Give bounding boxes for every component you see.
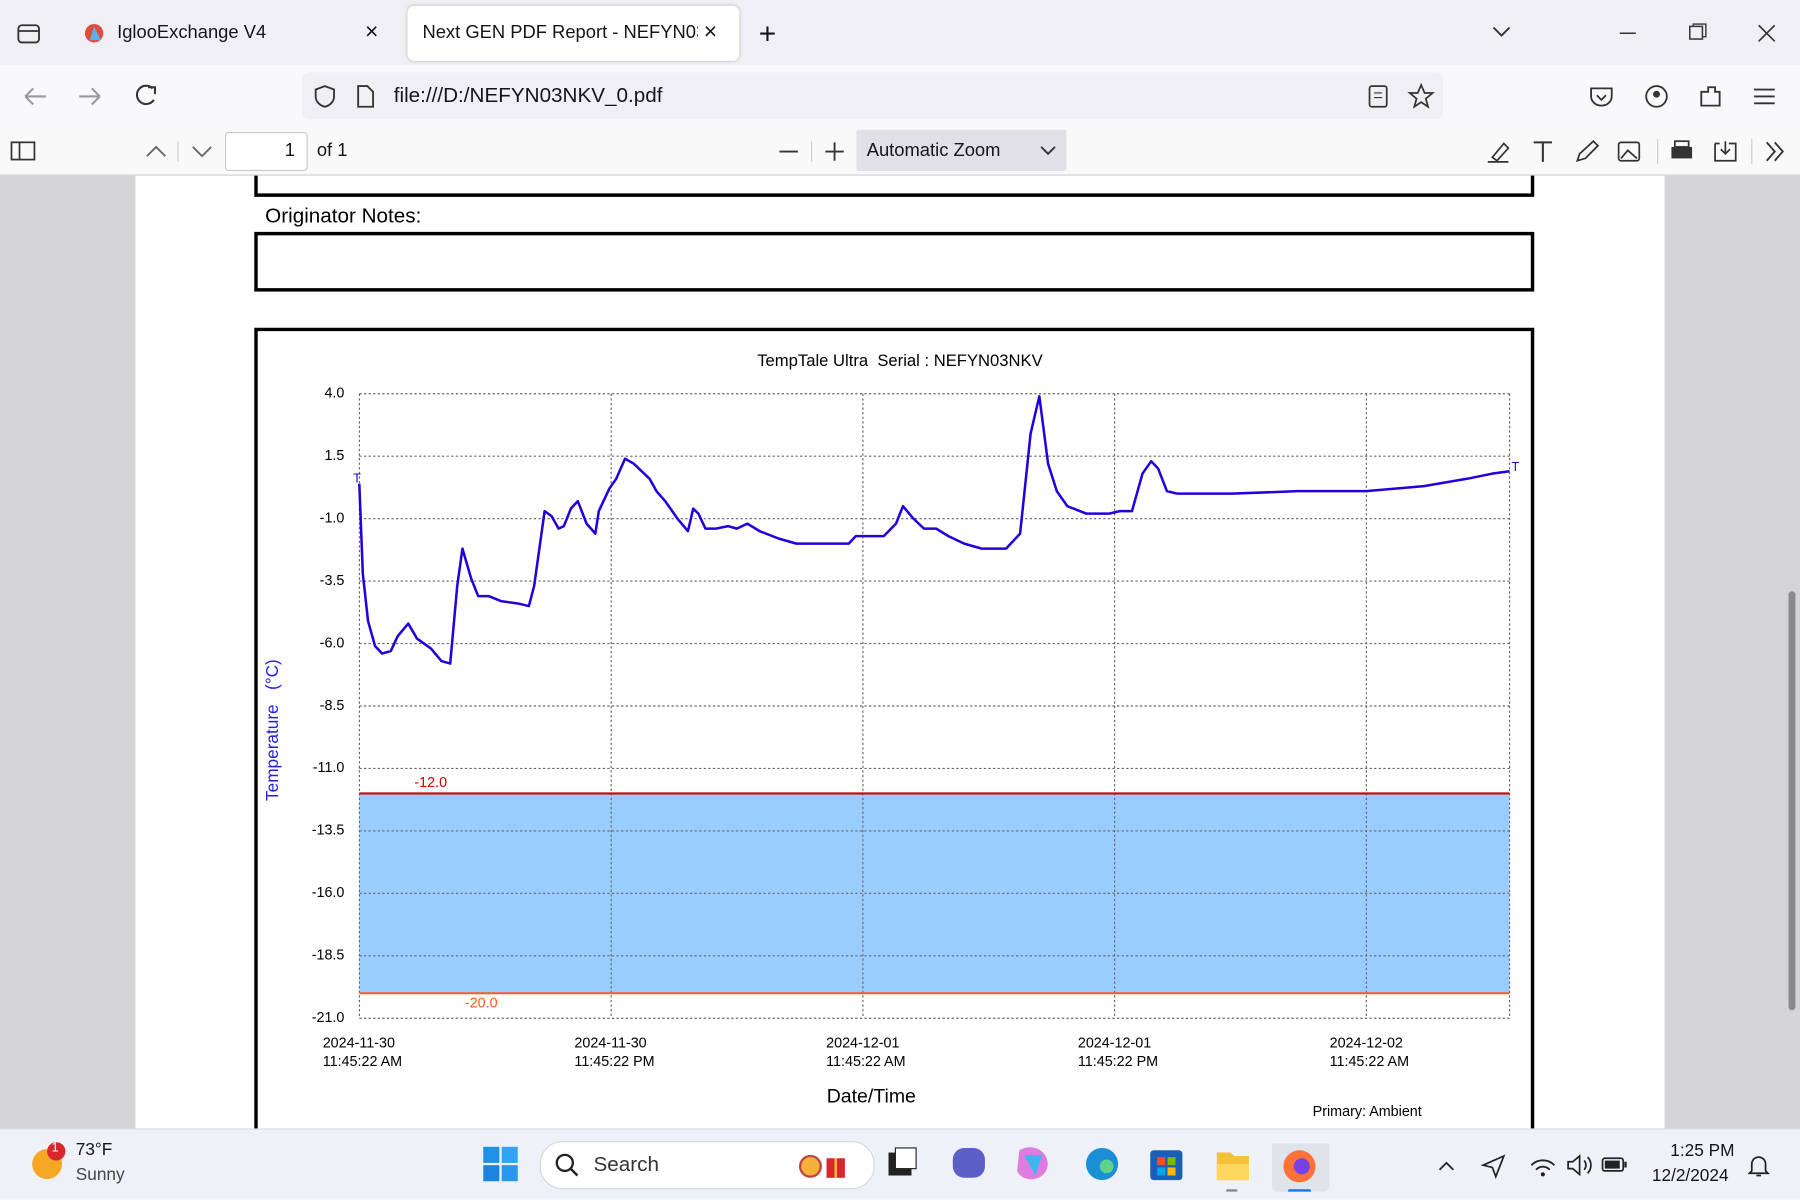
y-tick-label: 4.0 [324,386,344,402]
url-icons [314,85,375,108]
tab-favicon [84,24,104,43]
y-axis-label: Temperature (°C) [262,659,282,801]
search-placeholder: Search [593,1152,659,1176]
tab-close[interactable]: × [703,19,718,45]
y-tick-label: -21.0 [312,1010,345,1026]
pdf-content: Originator Notes: TempTale Ultra Serial … [0,175,1800,1129]
y-tick-label: -3.5 [320,573,345,589]
search-icon [555,1153,579,1177]
page-number: 1 [284,141,295,161]
tab-bar [0,0,1800,66]
taskbar-apps[interactable] [882,1143,1341,1192]
x-tick-label: 2024-12-01 11:45:22 PM [1078,1035,1158,1069]
start-button[interactable] [482,1146,519,1183]
tab-overflow[interactable] [1490,23,1513,39]
zoom-arrow [1040,146,1056,156]
weather-icon[interactable] [30,1141,69,1182]
threshold-label: -20.0 [465,995,498,1011]
annotation-tools[interactable] [1483,137,1793,167]
tab-title: Next GEN PDF Report - NEFYN03N [422,22,698,43]
url-bar[interactable] [301,72,1443,120]
active-tab[interactable] [407,5,740,61]
clock-time: 1:25 PM [1670,1141,1735,1161]
chart: TempTale Ultra Serial : NEFYN03NKV 4.0 1.5… [262,351,1520,1120]
y-tick-label: -18.5 [312,948,345,964]
end-marker: T [1511,460,1519,474]
x-tick-label: 2024-12-01 11:45:22 AM [826,1035,905,1069]
nav-buttons[interactable] [21,83,170,111]
page-count: of 1 [316,141,348,161]
zoom-select[interactable] [856,129,1067,172]
y-tick-label: -6.0 [320,635,345,651]
x-tick-label: 2024-11-30 11:45:22 PM [574,1035,654,1069]
y-tick-label: -1.0 [320,510,345,526]
url-text: file:///D:/NEFYN03NKV_0.pdf [393,83,663,107]
scrollbar-thumb[interactable] [1788,591,1796,1011]
sidebar-and-paging[interactable] [9,139,227,164]
x-tick-label: 2024-12-02 11:45:22 AM [1330,1035,1409,1069]
window-controls[interactable] [1613,21,1785,46]
y-tick-label: -8.5 [320,698,345,714]
y-tick-label: -11.0 [313,760,345,776]
start-marker: T [353,471,361,485]
notes-label: Originator Notes: [265,204,421,227]
y-tick-label: -13.5 [312,823,345,839]
page-input[interactable] [224,132,308,172]
x-tick-label: 2024-11-30 11:45:22 AM [323,1035,402,1069]
threshold-label: -12.0 [414,775,447,791]
temperature-line [358,394,1510,665]
notes-box [254,231,1535,292]
notifications[interactable] [1746,1153,1771,1178]
x-axis-label: Date/Time [827,1086,916,1108]
tab-close[interactable]: × [365,19,379,45]
pdf-viewport: Originator Notes: TempTale Ultra Serial … [0,175,1800,1129]
clock-date: 12/2/2024 [1651,1166,1729,1186]
system-tray[interactable] [1435,1151,1636,1179]
url-actions[interactable] [1366,82,1435,111]
chart-note: Primary: Ambient [1313,1104,1422,1120]
new-tab[interactable]: + [758,16,777,51]
tab-list-icon[interactable] [16,21,44,46]
chart-title: TempTale Ultra Serial : NEFYN03NKV [757,351,1043,370]
weather-condition: Sunny [75,1165,125,1185]
weather-temperature: 73°F [75,1139,113,1160]
y-tick-label: -16.0 [312,885,345,901]
chart-box [254,327,1535,1129]
zoom-label: Automatic Zoom [866,141,1001,161]
toolbar-icons[interactable] [1586,83,1781,111]
weather-badge: 1 [51,1141,59,1155]
tab-title: IglooExchange V4 [117,22,267,43]
zoom-buttons[interactable] [776,138,849,166]
y-tick-label: 1.5 [324,448,344,464]
search-highlight [798,1154,845,1178]
previous-box [254,175,1535,197]
